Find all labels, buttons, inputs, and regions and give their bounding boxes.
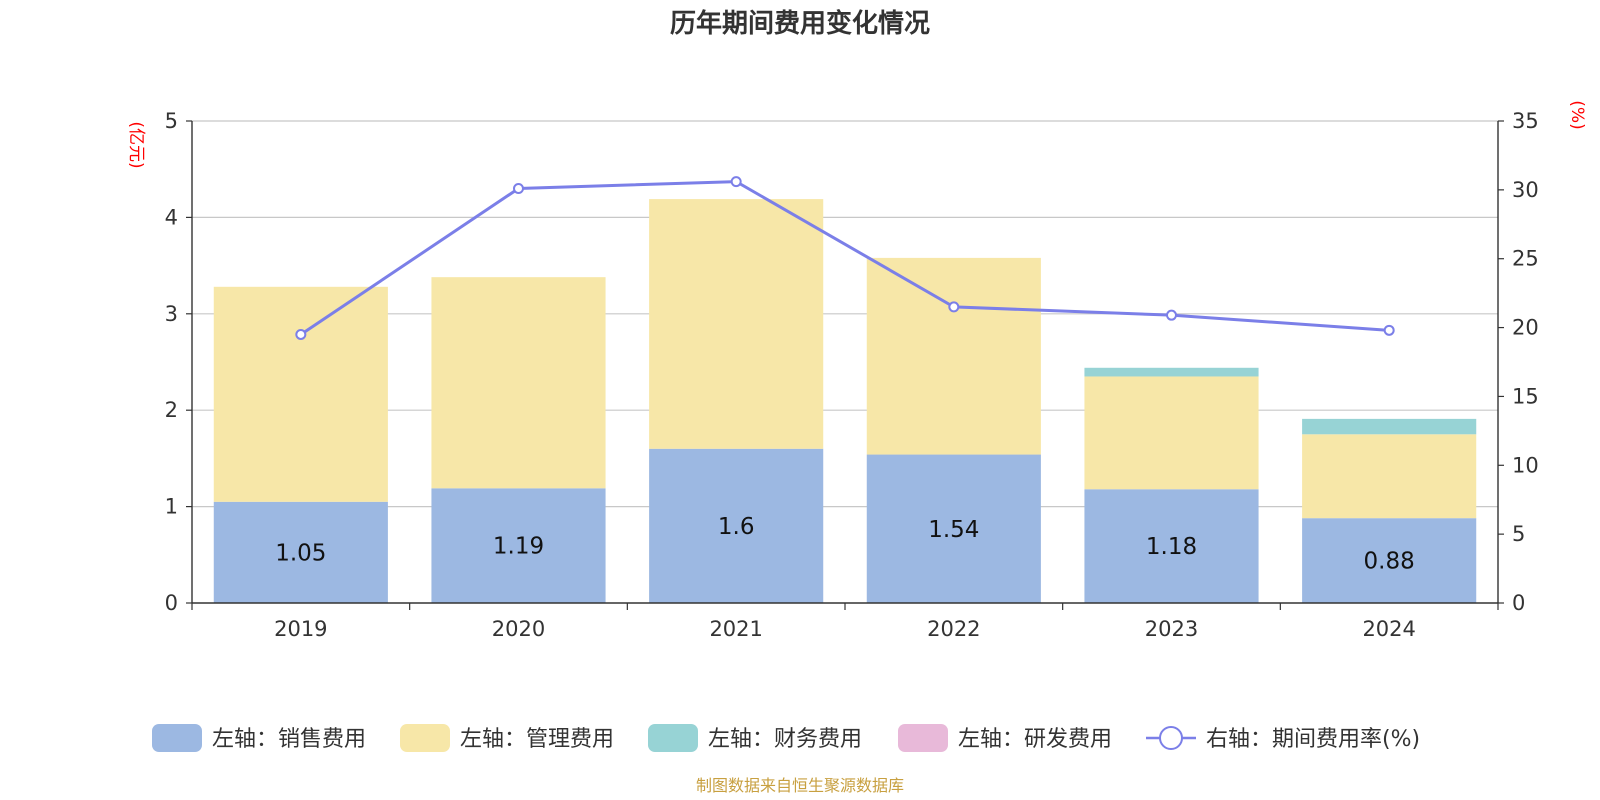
right-tick-label: 30 xyxy=(1512,178,1539,202)
bar-segment xyxy=(213,501,388,603)
bar-segment xyxy=(649,199,824,449)
legend: 左轴：销售费用 左轴：管理费用 左轴：财务费用 左轴：研发费用 右轴：期间费用率(%) xyxy=(152,724,1420,752)
line-point xyxy=(1166,309,1177,321)
right-tick-label: 0 xyxy=(1512,591,1525,615)
x-tick-label: 2022 xyxy=(927,617,980,641)
left-tick-label: 1 xyxy=(165,495,178,519)
left-tick-label: 4 xyxy=(165,205,178,229)
right-tick-label: 10 xyxy=(1512,453,1539,477)
x-tick-label: 2020 xyxy=(492,617,545,641)
right-axis-unit: (%) xyxy=(1567,100,1587,129)
bar-segment xyxy=(866,257,1041,455)
chart-title: 历年期间费用变化情况 xyxy=(670,8,930,39)
left-tick-label: 0 xyxy=(165,591,178,615)
line-point xyxy=(1383,324,1395,336)
bar-layer xyxy=(213,199,1477,603)
legend-marker xyxy=(1159,726,1183,750)
bar-segment xyxy=(431,277,606,489)
legend-label: 左轴：管理费用 xyxy=(460,727,614,752)
bar-segment xyxy=(1084,376,1259,490)
bar-value-label: 1.19 xyxy=(493,534,544,560)
x-tick-label: 2019 xyxy=(274,617,327,641)
bar-value-label: 1.05 xyxy=(275,540,326,566)
line-layer xyxy=(295,176,1395,340)
right-tick-label: 25 xyxy=(1512,247,1539,271)
legend-swatch xyxy=(648,724,698,752)
line-point xyxy=(513,182,524,194)
source-note: 制图数据来自恒生聚源数据库 xyxy=(696,776,904,795)
bar-segment xyxy=(866,454,1041,603)
right-tick-label: 35 xyxy=(1512,109,1539,133)
grid-lines xyxy=(192,120,1498,508)
legend-label: 左轴：销售费用 xyxy=(212,727,366,752)
left-tick-label: 5 xyxy=(165,109,178,133)
legend-swatch xyxy=(898,724,948,752)
bar-value-label: 1.54 xyxy=(928,517,979,543)
line-point xyxy=(295,328,307,340)
legend-label: 右轴：期间费用率(%) xyxy=(1206,727,1420,752)
right-tick-label: 5 xyxy=(1512,522,1525,546)
right-tick-label: 20 xyxy=(1512,316,1539,340)
right-tick-label: 15 xyxy=(1512,384,1539,408)
bar-segment xyxy=(1302,418,1477,435)
bar-value-label: 0.88 xyxy=(1364,549,1415,575)
line-point xyxy=(730,176,742,188)
bar-segment xyxy=(431,488,606,603)
axes: 0 1 2 3 4 5 0 5 10 15 20 25 30 35 2019 2020 2021 2022 2023… xyxy=(165,109,1539,641)
left-tick-label: 2 xyxy=(165,398,178,422)
legend-swatch xyxy=(152,724,202,752)
left-tick-label: 3 xyxy=(165,302,178,326)
bar-value-label: 1.6 xyxy=(718,514,755,540)
bar-segment xyxy=(1302,434,1477,519)
bar-segment xyxy=(213,286,388,502)
legend-swatch xyxy=(400,724,450,752)
bar-segment xyxy=(1084,367,1259,377)
bar-segment xyxy=(1084,489,1259,603)
x-tick-label: 2021 xyxy=(709,617,762,641)
legend-label: 左轴：财务费用 xyxy=(708,727,862,752)
bar-value-label: 1.18 xyxy=(1146,534,1197,560)
bar-label-layer: 1.05 1.19 1.6 1.54 1.18 0.88 xyxy=(275,514,1415,575)
line-series xyxy=(299,180,1390,336)
bar-segment xyxy=(1302,518,1477,603)
bar-segment xyxy=(649,448,824,603)
x-tick-label: 2024 xyxy=(1362,617,1415,641)
x-tick-label: 2023 xyxy=(1145,617,1198,641)
legend-label: 左轴：研发费用 xyxy=(958,727,1112,752)
left-axis-unit: (亿元) xyxy=(126,121,146,168)
line-point xyxy=(948,301,960,313)
